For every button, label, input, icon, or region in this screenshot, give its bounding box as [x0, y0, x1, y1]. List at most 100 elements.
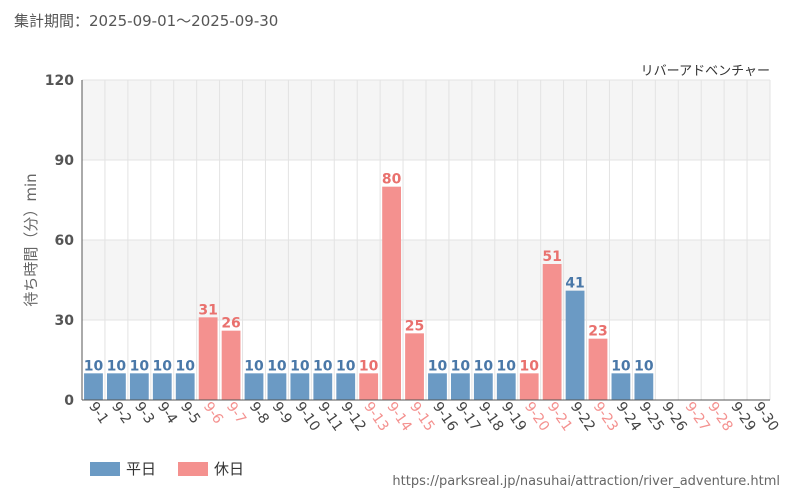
data-label-9-4: 10: [153, 358, 173, 374]
bar-9-10: [290, 373, 310, 400]
data-label-9-18: 10: [474, 358, 494, 374]
x-tick-9-6: 9-6: [200, 399, 226, 427]
data-label-9-14: 80: [382, 172, 402, 188]
data-label-9-8: 10: [244, 358, 264, 374]
bar-9-9: [267, 373, 287, 400]
bars: [84, 186, 654, 400]
data-label-9-11: 10: [313, 358, 333, 374]
x-tick-9-14: 9-14: [383, 399, 414, 434]
bar-9-16: [428, 373, 447, 400]
x-tick-9-20: 9-20: [521, 399, 552, 434]
x-tick-9-10: 9-10: [292, 399, 323, 434]
bar-9-8: [244, 373, 264, 400]
bar-9-23: [588, 338, 608, 400]
legend-holiday: 休日: [178, 458, 244, 479]
data-label-9-1: 10: [84, 358, 104, 374]
x-tick-9-28: 9-28: [704, 399, 735, 434]
y-tick-labels: 0 30 60 90 120: [45, 73, 74, 409]
bar-9-19: [496, 373, 516, 400]
legend-weekday: 平日: [90, 458, 156, 479]
period-text: 集計期間：2025-09-01～2025-09-30: [14, 12, 279, 30]
x-tick-9-21: 9-21: [544, 399, 575, 434]
data-label-9-15: 25: [405, 318, 424, 334]
x-tick-9-29: 9-29: [727, 399, 758, 434]
data-label-9-23: 23: [588, 324, 607, 340]
x-tick-9-26: 9-26: [659, 399, 690, 434]
chart-title: リバーアドベンチャー: [641, 64, 770, 79]
bar-9-3: [129, 373, 149, 400]
x-tick-9-22: 9-22: [567, 399, 598, 434]
source-url[interactable]: https://parksreal.jp/nasuhai/attraction/…: [392, 474, 780, 489]
x-tick-9-8: 9-8: [246, 399, 272, 427]
y-tick-30: 30: [55, 313, 75, 329]
y-tick-60: 60: [55, 233, 75, 249]
bar-9-12: [336, 373, 356, 400]
bar-9-15: [405, 333, 424, 400]
data-label-9-24: 10: [611, 358, 631, 374]
x-tick-9-30: 9-30: [750, 399, 781, 434]
x-tick-9-13: 9-13: [360, 399, 391, 434]
bar-9-7: [221, 330, 241, 400]
data-label-9-9: 10: [267, 358, 287, 374]
data-label-9-16: 10: [428, 358, 448, 374]
data-label-9-21: 51: [542, 249, 561, 265]
data-label-9-6: 31: [198, 302, 217, 318]
legend-weekday-swatch: [90, 461, 120, 476]
x-tick-9-23: 9-23: [590, 399, 621, 434]
x-tick-9-11: 9-11: [315, 399, 346, 434]
legend-holiday-label: 休日: [214, 460, 245, 478]
bar-9-13: [359, 373, 379, 400]
x-tick-9-27: 9-27: [681, 399, 712, 434]
data-label-9-25: 10: [634, 358, 654, 374]
data-label-9-12: 10: [336, 358, 356, 374]
bar-9-4: [152, 373, 172, 400]
y-tick-0: 0: [64, 393, 74, 409]
data-label-9-22: 41: [565, 276, 584, 292]
x-tick-9-9: 9-9: [269, 399, 295, 427]
axes: [81, 80, 770, 401]
x-tick-9-3: 9-3: [131, 399, 157, 427]
x-tick-9-16: 9-16: [429, 399, 460, 434]
x-tick-9-18: 9-18: [475, 399, 506, 434]
legend: 平日 休日: [90, 458, 266, 479]
bar-9-1: [84, 373, 103, 400]
bar-9-6: [198, 317, 218, 400]
x-tick-9-17: 9-17: [452, 399, 483, 434]
bar-9-24: [611, 373, 631, 400]
x-tick-9-7: 9-7: [223, 399, 249, 427]
y-axis-label: 待ち時間（分）min: [22, 173, 40, 306]
data-label-9-7: 26: [221, 316, 240, 332]
x-tick-9-5: 9-5: [177, 399, 203, 427]
bar-9-18: [473, 373, 493, 400]
x-tick-9-15: 9-15: [406, 399, 437, 434]
x-tick-9-12: 9-12: [337, 399, 368, 434]
bar-9-20: [519, 373, 539, 400]
bar-9-21: [542, 264, 562, 400]
y-tick-120: 120: [45, 73, 74, 89]
bar-9-22: [565, 290, 585, 400]
data-label-9-2: 10: [107, 358, 127, 374]
x-tick-9-2: 9-2: [108, 399, 134, 427]
bar-9-11: [313, 373, 333, 400]
data-label-9-3: 10: [130, 358, 150, 374]
x-tick-9-24: 9-24: [613, 399, 644, 434]
data-label-9-20: 10: [519, 358, 539, 374]
legend-weekday-label: 平日: [126, 460, 157, 478]
data-label-9-17: 10: [451, 358, 471, 374]
data-label-9-5: 10: [175, 358, 195, 374]
bar-9-25: [634, 373, 654, 400]
x-tick-9-25: 9-25: [636, 399, 667, 434]
x-tick-9-4: 9-4: [154, 399, 180, 427]
bar-9-5: [175, 373, 195, 400]
x-tick-9-1: 9-1: [85, 399, 111, 427]
legend-holiday-swatch: [178, 461, 209, 476]
x-tick-9-19: 9-19: [498, 399, 529, 434]
data-label-9-13: 10: [359, 358, 379, 374]
y-tick-90: 90: [55, 153, 75, 169]
x-tick-labels: 9-19-29-39-49-59-69-79-89-99-109-119-129…: [85, 399, 781, 434]
bar-9-2: [106, 373, 126, 400]
bar-9-14: [382, 186, 402, 400]
bar-9-17: [450, 373, 470, 400]
